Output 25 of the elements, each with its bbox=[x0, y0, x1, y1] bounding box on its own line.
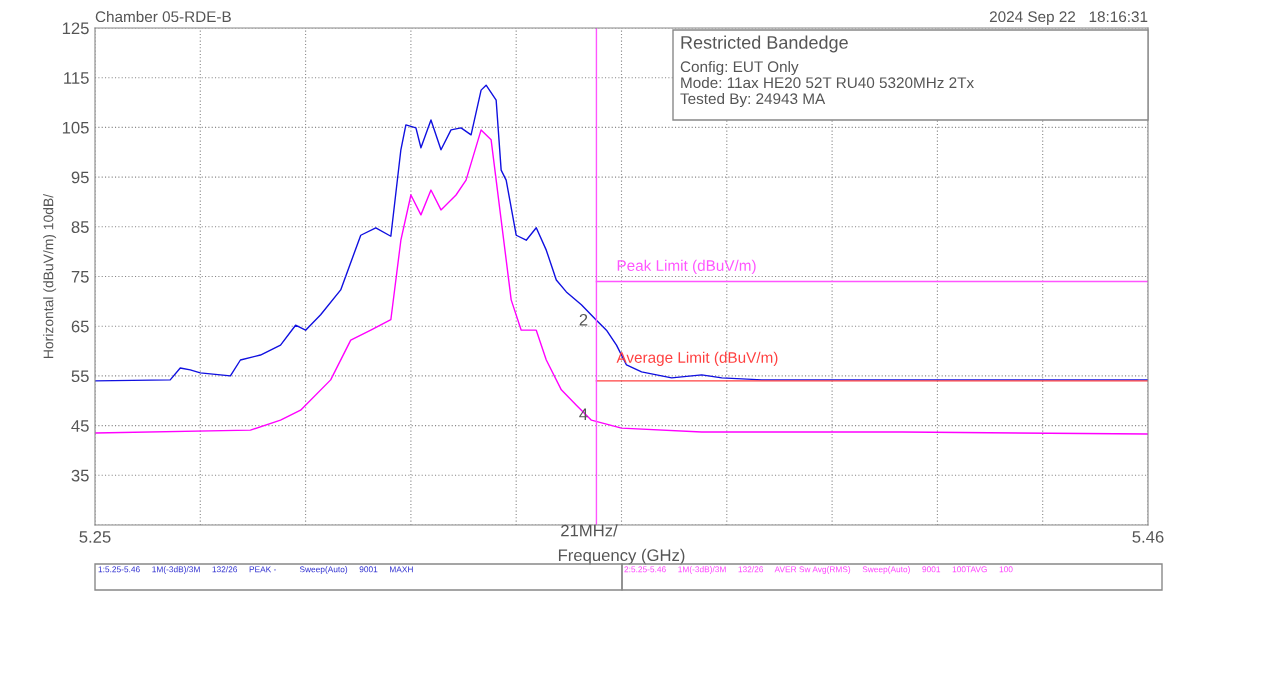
y-tick-label: 55 bbox=[71, 370, 89, 383]
y-tick-label: 85 bbox=[71, 221, 89, 233]
y-tick-label: 35 bbox=[71, 469, 89, 482]
annotation: 21MHz/ bbox=[561, 524, 618, 537]
annotation: Restricted Bandedge bbox=[681, 35, 848, 53]
y-tick-label: 45 bbox=[71, 420, 89, 432]
text: 2:5.25-5.46 1M(-3dB)/3M 132/26 AVER Sw Avg(RMS) Sweep(Auto) 9001 100TAVG 100 bbox=[624, 566, 1013, 574]
series-label: Peak Limit (dBuV/m) bbox=[617, 259, 756, 275]
y-tick-label: 115 bbox=[64, 72, 89, 84]
annotation: Config: EUT Only bbox=[680, 60, 799, 76]
text: 1:5.25-5.46 1M(-3dB)/3M 132/26 PEAK - Sweep(Auto) 9001 MAXH bbox=[98, 566, 413, 574]
x-tick-label: 5.46 bbox=[1132, 531, 1164, 543]
text: 2024 Sep 22 18:16:31 bbox=[989, 11, 1148, 26]
y-tick-label: 65 bbox=[71, 320, 89, 333]
annotation: Tested By: 24943 MA bbox=[680, 92, 826, 108]
text: Chamber 05-RDE-B bbox=[95, 10, 231, 23]
x-axis-title: Frequency (GHz) bbox=[558, 548, 685, 565]
y-axis-title: Horizontal (dBuV/m) 10dB/ bbox=[43, 193, 57, 358]
y-tick-label: 95 bbox=[71, 171, 89, 184]
y-tick-label: 75 bbox=[71, 271, 89, 283]
y-tick-label: 125 bbox=[62, 22, 89, 35]
y-tick-label: 105 bbox=[62, 121, 89, 134]
annotation: 2 bbox=[579, 313, 588, 326]
annotation: Mode: 11ax HE20 52T RU40 5320MHz 2Tx bbox=[681, 76, 974, 89]
x-tick-label: 5.25 bbox=[79, 531, 111, 543]
